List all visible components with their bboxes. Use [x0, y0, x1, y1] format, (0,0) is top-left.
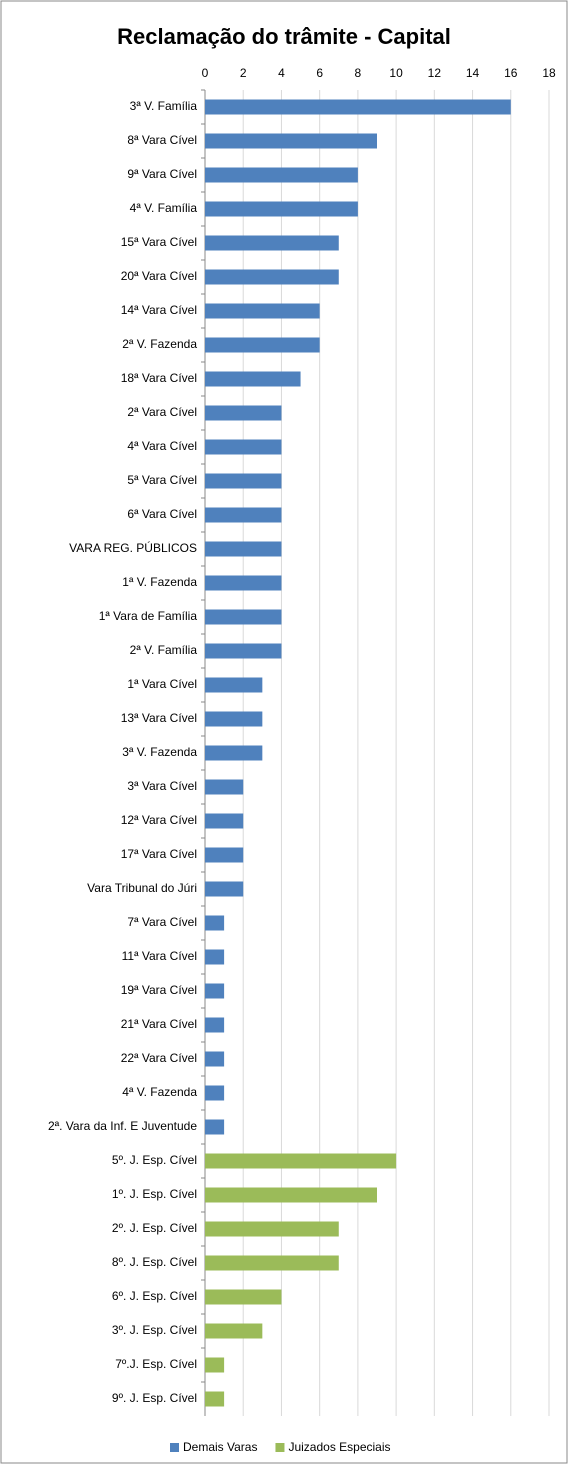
y-tick-label: 2ª Vara Cível: [127, 405, 197, 419]
bar: [205, 235, 339, 251]
bar: [205, 779, 244, 795]
x-tick-label: 0: [202, 66, 209, 80]
y-tick-label: 8ª Vara Cível: [127, 133, 197, 147]
bar: [205, 405, 282, 421]
x-tick-label: 16: [504, 66, 518, 80]
bar: [205, 915, 225, 931]
x-tick-label: 12: [428, 66, 442, 80]
bar: [205, 881, 244, 897]
bar: [205, 609, 282, 625]
bar: [205, 1255, 339, 1271]
y-tick-label: 1ª V. Fazenda: [122, 575, 197, 589]
y-tick-label: 3ª V. Fazenda: [122, 745, 197, 759]
y-tick-label: 13ª Vara Cível: [121, 711, 197, 725]
y-tick-label: 3ª V. Família: [130, 99, 198, 113]
bar: [205, 745, 263, 761]
bar: [205, 1323, 263, 1339]
bar: [205, 1051, 225, 1067]
bar: [205, 99, 511, 115]
y-tick-label: VARA REG. PÚBLICOS: [69, 540, 197, 555]
y-tick-label: 12ª Vara Cível: [121, 813, 197, 827]
bar: [205, 949, 225, 965]
bar: [205, 1153, 397, 1169]
y-tick-label: 6ª Vara Cível: [127, 507, 197, 521]
y-tick-label: 2º. J. Esp. Cível: [112, 1221, 197, 1235]
y-tick-label: 8º. J. Esp. Cível: [112, 1255, 197, 1269]
y-tick-label: 22ª Vara Cível: [121, 1051, 197, 1065]
bar: [205, 473, 282, 489]
y-tick-label: 7º.J. Esp. Cível: [115, 1357, 197, 1371]
y-tick-label: 5ª Vara Cível: [127, 473, 197, 487]
y-tick-label: 9ª Vara Cível: [127, 167, 197, 181]
y-tick-label: 2ª. Vara da Inf. E Juventude: [48, 1119, 197, 1133]
bar: [205, 201, 358, 217]
bar: [205, 1085, 225, 1101]
bar: [205, 507, 282, 523]
y-tick-label: 21ª Vara Cível: [121, 1017, 197, 1031]
bar: [205, 439, 282, 455]
bar: [205, 1119, 225, 1135]
x-tick-label: 6: [316, 66, 323, 80]
x-tick-label: 18: [542, 66, 556, 80]
legend-swatch: [170, 1443, 179, 1452]
y-tick-label: 5º. J. Esp. Cível: [112, 1153, 197, 1167]
bar: [205, 337, 320, 353]
x-tick-label: 4: [278, 66, 285, 80]
bar: [205, 371, 301, 387]
x-tick-label: 14: [466, 66, 480, 80]
bar: [205, 1221, 339, 1237]
y-tick-label: 20ª Vara Cível: [121, 269, 197, 283]
legend-label: Demais Varas: [183, 1440, 257, 1454]
y-tick-label: 18ª Vara Cível: [121, 371, 197, 385]
y-tick-label: 1ª Vara Cível: [127, 677, 197, 691]
bar: [205, 1391, 225, 1407]
y-tick-label: 2ª V. Fazenda: [122, 337, 197, 351]
x-tick-label: 2: [240, 66, 247, 80]
bar: [205, 575, 282, 591]
y-tick-label: 4ª V. Fazenda: [122, 1085, 197, 1099]
y-tick-label: 15ª Vara Cível: [121, 235, 197, 249]
y-tick-label: Vara Tribunal do Júri: [87, 881, 197, 895]
x-tick-label: 10: [389, 66, 403, 80]
y-tick-label: 3º. J. Esp. Cível: [112, 1323, 197, 1337]
bar: [205, 711, 263, 727]
y-tick-label: 17ª Vara Cível: [121, 847, 197, 861]
y-tick-label: 6º. J. Esp. Cível: [112, 1289, 197, 1303]
bar: [205, 847, 244, 863]
bar: [205, 269, 339, 285]
bar: [205, 643, 282, 659]
y-tick-label: 4ª V. Família: [130, 201, 198, 215]
y-tick-label: 9º. J. Esp. Cível: [112, 1391, 197, 1405]
chart-title: Reclamação do trâmite - Capital: [117, 24, 451, 49]
bar: [205, 1017, 225, 1033]
bar: [205, 303, 320, 319]
bar: [205, 541, 282, 557]
bar: [205, 167, 358, 183]
y-tick-label: 19ª Vara Cível: [121, 983, 197, 997]
bar: [205, 1357, 225, 1373]
y-tick-label: 2ª V. Família: [130, 643, 198, 657]
bar: [205, 813, 244, 829]
bar: [205, 1187, 377, 1203]
y-tick-label: 3ª Vara Cível: [127, 779, 197, 793]
legend-label: Juizados Especiais: [288, 1440, 390, 1454]
bar: [205, 1289, 282, 1305]
bar: [205, 133, 377, 149]
y-tick-label: 7ª Vara Cível: [127, 915, 197, 929]
x-tick-label: 8: [355, 66, 362, 80]
y-tick-label: 1º. J. Esp. Cível: [112, 1187, 197, 1201]
bar: [205, 983, 225, 999]
y-tick-label: 1ª Vara de Família: [99, 609, 198, 623]
y-tick-label: 14ª Vara Cível: [121, 303, 197, 317]
y-tick-label: 11ª Vara Cível: [122, 949, 197, 963]
legend-swatch: [275, 1443, 285, 1452]
bar: [205, 677, 263, 693]
y-tick-label: 4ª Vara Cível: [127, 439, 197, 453]
